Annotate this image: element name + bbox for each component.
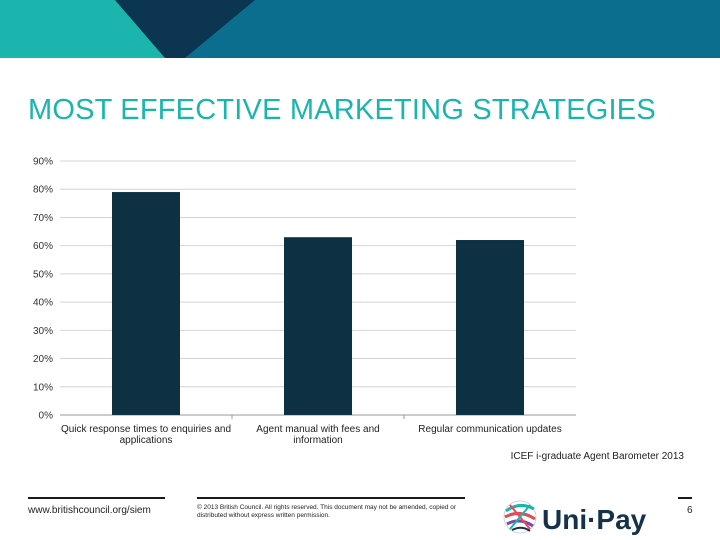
y-tick-label: 30% bbox=[33, 326, 53, 337]
footer-copyright: © 2013 British Council. All rights reser… bbox=[197, 504, 457, 519]
category-label: Regular communication updates bbox=[418, 424, 561, 435]
unipay-logo: Uni·Pay bbox=[503, 500, 647, 535]
footer-rule-left bbox=[28, 497, 165, 499]
chart-source: ICEF i-graduate Agent Barometer 2013 bbox=[510, 451, 684, 462]
y-tick-label: 0% bbox=[39, 411, 54, 422]
logo-wordmark: Uni·Pay bbox=[542, 504, 647, 535]
banner-teal-band bbox=[0, 0, 165, 58]
y-tick-label: 70% bbox=[33, 213, 53, 224]
y-tick-label: 80% bbox=[33, 185, 53, 196]
category-label: Quick response times to enquiries and bbox=[61, 424, 231, 435]
footer-url[interactable]: www.britishcouncil.org/siem bbox=[28, 505, 151, 516]
y-tick-label: 50% bbox=[33, 269, 53, 280]
bar bbox=[284, 237, 352, 415]
y-tick-label: 40% bbox=[33, 298, 53, 309]
y-tick-label: 60% bbox=[33, 241, 53, 252]
globe-icon bbox=[503, 500, 537, 534]
y-tick-label: 10% bbox=[33, 382, 53, 393]
footer-rule-middle bbox=[197, 497, 465, 499]
bar bbox=[112, 192, 180, 415]
footer-rule-right bbox=[678, 497, 692, 499]
y-tick-label: 20% bbox=[33, 354, 53, 365]
chart-bars bbox=[112, 192, 524, 415]
x-axis-categories: Quick response times to enquiries andapp… bbox=[61, 424, 562, 446]
y-tick-label: 90% bbox=[33, 157, 53, 168]
page-number: 6 bbox=[687, 505, 693, 516]
category-label: Agent manual with fees and bbox=[256, 424, 379, 435]
slide-title: MOST EFFECTIVE MARKETING STRATEGIES bbox=[28, 94, 656, 126]
bar bbox=[456, 240, 524, 415]
category-label: applications bbox=[120, 435, 173, 446]
category-label: information bbox=[293, 435, 342, 446]
y-axis-ticks: 0% 10% 20% 30% 40% 50% 60% 70% 80% 90% bbox=[33, 157, 53, 422]
header-banner bbox=[0, 0, 720, 58]
banner-dark-band bbox=[115, 0, 255, 58]
